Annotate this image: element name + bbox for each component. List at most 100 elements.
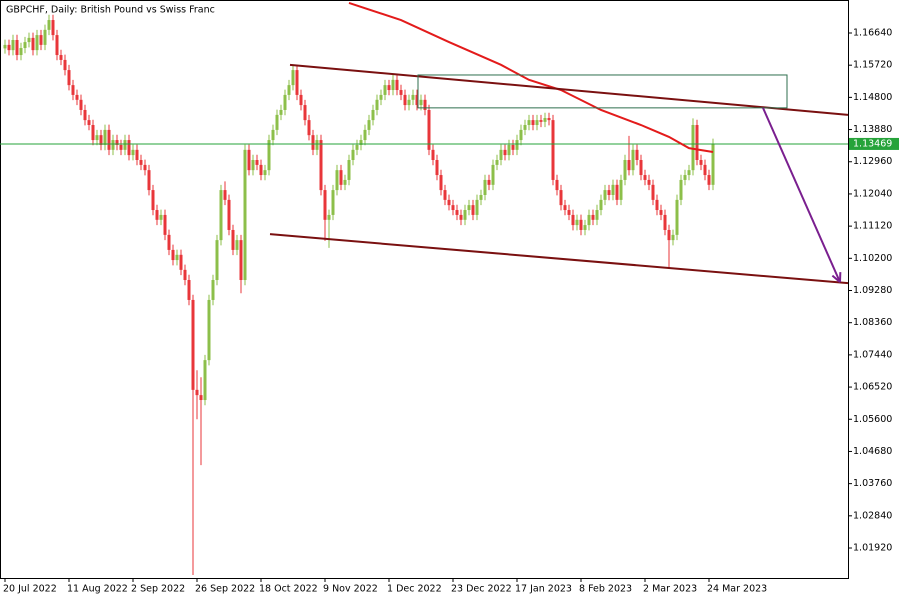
candle-body [211, 280, 215, 300]
candle-body [471, 205, 475, 215]
candle-body [415, 94, 419, 106]
candle-body [611, 184, 615, 195]
candle-body [91, 125, 95, 141]
candle-body [431, 149, 435, 160]
candle-body [99, 135, 103, 145]
candle-body [363, 129, 367, 141]
x-tick-label: 23 Dec 2022 [451, 584, 512, 595]
candle-body [587, 214, 591, 226]
candle-body [203, 360, 207, 401]
candle-body [299, 94, 303, 106]
candle-body [479, 194, 483, 200]
current-price-box [849, 137, 899, 150]
candle-body [231, 229, 235, 250]
candle-body [127, 140, 131, 156]
candle-body [115, 140, 119, 145]
candle-body [687, 170, 691, 176]
candle-body [83, 109, 87, 121]
candle-body [443, 190, 447, 200]
candle-body [87, 120, 91, 126]
candle-body [291, 70, 295, 86]
candle-body [515, 140, 519, 150]
candle-body [275, 114, 279, 130]
candle-body [491, 164, 495, 185]
x-tick-label: 9 Nov 2022 [323, 584, 378, 595]
candle-body [279, 109, 283, 115]
candle-body [663, 214, 667, 230]
candle-body [671, 234, 675, 241]
candle-body [43, 29, 47, 45]
candle-body [235, 240, 239, 250]
candle-body [683, 175, 687, 180]
candle-body [119, 144, 123, 150]
candle-body [703, 164, 707, 176]
candle-body [507, 144, 511, 156]
y-tick-label: 1.09280 [853, 285, 892, 296]
candle-body [227, 199, 231, 230]
candle-body [667, 229, 671, 241]
candle-body [463, 210, 467, 220]
y-tick-label: 1.06520 [853, 382, 892, 393]
candle-body [219, 190, 223, 241]
candle-body [499, 149, 503, 160]
candle-body [135, 149, 139, 160]
candle-body [627, 159, 631, 171]
arrow-head [831, 272, 842, 283]
candle-body [427, 109, 431, 150]
candle-body [311, 135, 315, 150]
candle-body [199, 395, 203, 401]
candle-body [155, 210, 159, 220]
candle-body [551, 120, 555, 180]
candle-body [55, 35, 59, 56]
candle-body [571, 214, 575, 226]
candle-body [47, 20, 51, 30]
plot [0, 1, 849, 575]
y-tick-label: 1.13880 [853, 124, 892, 135]
candle-body [11, 39, 15, 51]
candle-body [3, 44, 7, 49]
plot-frame [0, 0, 849, 579]
candle-body [391, 79, 395, 91]
candle-body [167, 234, 171, 250]
candle-body [691, 125, 695, 171]
candle-body [323, 190, 327, 220]
candle-body [283, 94, 287, 110]
arrow [762, 107, 841, 283]
candle-body [451, 205, 455, 211]
candle-body [695, 125, 699, 160]
candle-body [419, 99, 423, 106]
candle-body [619, 179, 623, 200]
candle-body [647, 179, 651, 185]
trend-line [269, 233, 849, 285]
candle-body [367, 120, 371, 130]
candle-body [583, 225, 587, 230]
candle-body [387, 85, 391, 91]
candle-body [103, 129, 107, 145]
candle-body [163, 214, 167, 235]
candle-body [267, 140, 271, 171]
x-tick-label: 11 Aug 2022 [67, 584, 128, 595]
candle-body [519, 129, 523, 141]
x-tick-label: 8 Feb 2023 [579, 584, 632, 595]
candle-body [207, 299, 211, 361]
candle-body [19, 48, 23, 56]
candle-body [523, 125, 527, 130]
x-tick-label: 18 Oct 2022 [259, 584, 318, 595]
candle-body [243, 149, 247, 281]
candle-body [343, 179, 347, 185]
chart-title: GBPCHF, Daily: British Pound vs Swiss Fr… [6, 5, 215, 16]
candle-body [239, 240, 243, 281]
candle-body [651, 184, 655, 200]
x-tick-label: 20 Jul 2022 [3, 584, 57, 595]
candle-body [351, 149, 355, 160]
candle-body [495, 159, 499, 165]
candle-body [603, 190, 607, 200]
y-tick-label: 1.05600 [853, 414, 892, 425]
candle-body [131, 149, 135, 156]
candle-body [191, 299, 195, 390]
candle-body [319, 140, 323, 191]
candle-body [215, 240, 219, 281]
candle-body [435, 159, 439, 176]
candle-body [79, 99, 83, 110]
